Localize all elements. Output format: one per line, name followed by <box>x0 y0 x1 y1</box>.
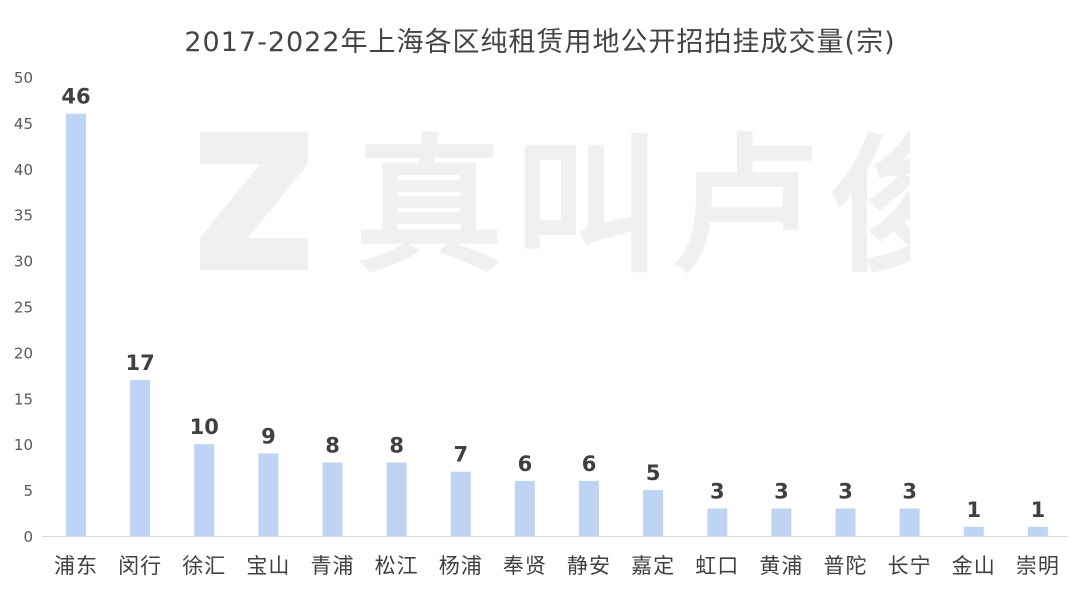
chart-title: 2017-2022年上海各区纯租赁用地公开招拍挂成交量(宗) <box>184 27 896 58</box>
x-tick-label: 长宁 <box>888 554 932 578</box>
bar <box>579 480 599 536</box>
bar <box>514 480 535 536</box>
bar <box>835 508 856 536</box>
x-tick-label: 青浦 <box>311 554 355 578</box>
data-label: 3 <box>710 479 725 503</box>
x-tick-label: 宝山 <box>246 554 290 578</box>
x-tick-label: 嘉定 <box>631 554 675 578</box>
x-tick-label: 松江 <box>375 554 419 578</box>
data-label: 1 <box>966 498 981 522</box>
x-tick-label: 闵行 <box>118 554 162 578</box>
y-tick-label: 40 <box>14 161 33 179</box>
watermark: 真叫卢俊 <box>200 121 910 280</box>
bar <box>386 462 407 536</box>
bar <box>194 444 215 536</box>
y-tick-label: 35 <box>14 207 33 225</box>
bar <box>66 113 86 536</box>
x-tick-label: 普陀 <box>824 554 868 578</box>
watermark-text: 真叫卢俊 <box>355 121 910 280</box>
bar <box>322 462 343 536</box>
data-label: 3 <box>838 479 853 503</box>
y-tick-label: 10 <box>14 436 33 454</box>
data-label: 5 <box>646 461 661 485</box>
y-tick-label: 30 <box>14 253 33 271</box>
x-tick-label: 金山 <box>952 554 996 578</box>
bar <box>258 453 279 536</box>
x-tick-label: 崇明 <box>1016 554 1060 578</box>
bar <box>899 508 920 536</box>
data-label: 3 <box>774 479 789 503</box>
data-label: 6 <box>582 452 597 476</box>
data-label: 8 <box>325 434 340 458</box>
bar <box>707 508 728 536</box>
x-tick-label: 徐汇 <box>182 554 226 578</box>
bar <box>963 526 984 536</box>
bar <box>130 379 151 536</box>
y-tick-label: 0 <box>23 528 33 546</box>
y-tick-label: 15 <box>14 390 33 408</box>
data-label: 3 <box>902 479 917 503</box>
data-label: 6 <box>518 452 533 476</box>
data-label: 17 <box>126 351 155 375</box>
x-tick-label: 黄浦 <box>759 554 803 578</box>
y-tick-label: 20 <box>14 344 33 362</box>
y-tick-label: 45 <box>14 115 33 133</box>
bar <box>1027 526 1048 536</box>
z-logo-icon <box>200 132 308 270</box>
x-tick-label: 杨浦 <box>439 554 483 578</box>
bar <box>771 508 792 536</box>
data-label: 7 <box>453 443 468 467</box>
y-tick-label: 25 <box>14 299 33 317</box>
x-tick-label: 虹口 <box>695 554 739 578</box>
x-tick-label: 奉贤 <box>503 554 547 578</box>
y-tick-label: 50 <box>14 69 33 87</box>
bar <box>450 471 471 536</box>
data-label: 8 <box>389 434 404 458</box>
data-label: 1 <box>1031 498 1046 522</box>
data-label: 9 <box>261 424 276 448</box>
data-label: 46 <box>61 85 90 109</box>
x-tick-label: 静安 <box>567 554 611 578</box>
bar <box>643 490 664 536</box>
x-tick-label: 浦东 <box>54 554 98 578</box>
y-tick-label: 5 <box>23 482 33 500</box>
data-label: 10 <box>190 415 219 439</box>
